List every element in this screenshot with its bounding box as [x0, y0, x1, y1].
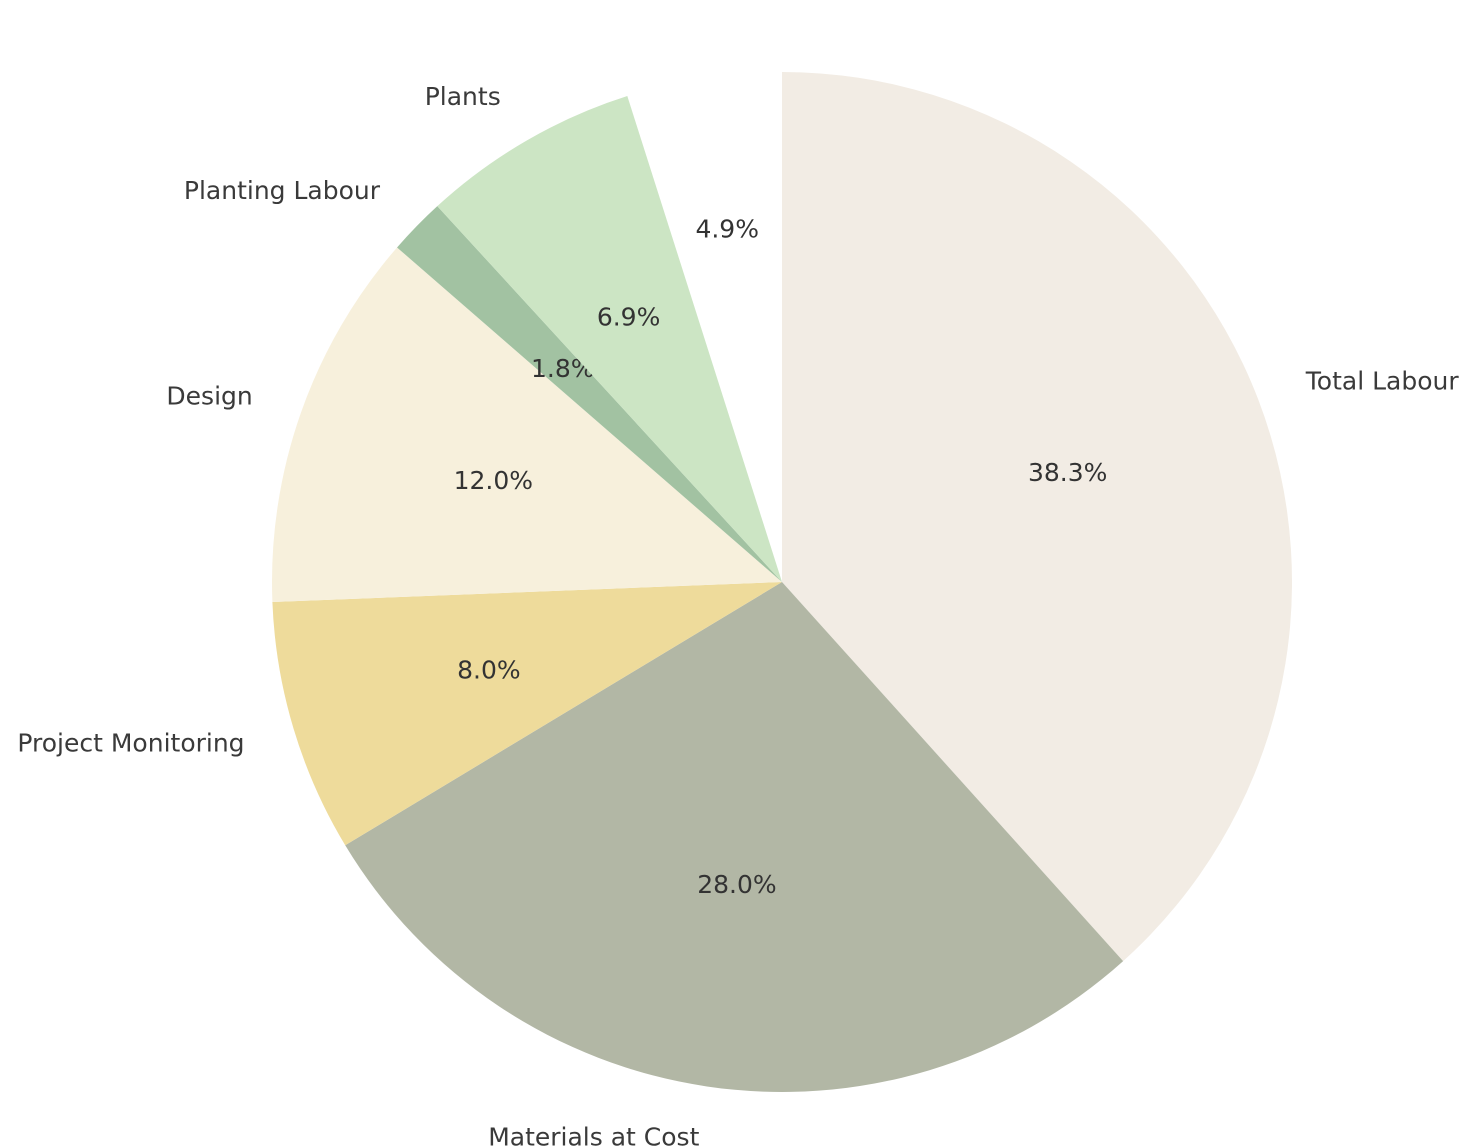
pie-slice-planting-labour — [397, 206, 782, 582]
pie-slice-plants — [437, 96, 782, 582]
slice-label-plants: Plants — [425, 82, 501, 111]
pct-label-design: 12.0% — [454, 466, 533, 495]
slice-label-design: Design — [166, 381, 252, 410]
pct-label-total-labour: 38.3% — [1028, 458, 1107, 487]
slice-label-planting-labour: Planting Labour — [184, 176, 381, 205]
pie-slice-hire-and-waste — [619, 21, 775, 532]
slice-label-total-labour: Total Labour — [1305, 367, 1460, 396]
slice-label-materials-at-cost: Materials at Cost — [488, 1122, 699, 1147]
pct-label-hire-and-waste: 4.9% — [695, 215, 759, 244]
pct-label-plants: 6.9% — [597, 303, 661, 332]
pie-slice-design — [272, 247, 782, 603]
pct-label-project-monitoring: 8.0% — [457, 655, 521, 684]
pie-slice-total-labour — [782, 72, 1292, 962]
slice-label-project-monitoring: Project Monitoring — [17, 728, 244, 757]
pie-slice-materials-at-cost — [345, 582, 1124, 1093]
pct-label-materials-at-cost: 28.0% — [697, 870, 776, 899]
pie-slice-project-monitoring — [272, 582, 782, 846]
